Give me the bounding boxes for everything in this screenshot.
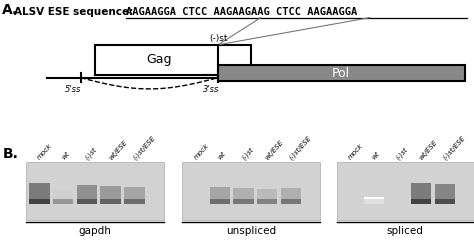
Bar bbox=[100, 186, 121, 200]
Bar bbox=[29, 199, 50, 204]
Bar bbox=[210, 187, 230, 200]
Bar bbox=[29, 183, 50, 200]
Bar bbox=[233, 187, 254, 200]
Text: gapdh: gapdh bbox=[78, 226, 111, 236]
Bar bbox=[53, 190, 73, 200]
Bar bbox=[233, 199, 254, 204]
Text: (-)st: (-)st bbox=[209, 34, 228, 43]
Bar bbox=[124, 199, 145, 204]
Text: wt/ESE: wt/ESE bbox=[418, 139, 439, 161]
Bar bbox=[435, 184, 455, 200]
Text: wt/ESE: wt/ESE bbox=[264, 139, 285, 161]
Text: (-)st/ESE: (-)st/ESE bbox=[442, 134, 467, 161]
Text: wt: wt bbox=[217, 150, 227, 161]
Bar bbox=[77, 185, 97, 200]
Bar bbox=[364, 199, 384, 204]
Bar bbox=[411, 183, 431, 200]
Text: Pol: Pol bbox=[332, 67, 350, 80]
Text: (-)st: (-)st bbox=[394, 145, 409, 161]
Text: B.: B. bbox=[2, 146, 18, 161]
Text: (-)st: (-)st bbox=[240, 145, 255, 161]
Text: 3'ss: 3'ss bbox=[203, 85, 219, 94]
Bar bbox=[182, 162, 320, 220]
Text: mock: mock bbox=[193, 142, 210, 161]
Text: mock: mock bbox=[36, 142, 54, 161]
Bar bbox=[26, 162, 164, 220]
Text: unspliced: unspliced bbox=[226, 226, 276, 236]
Bar bbox=[281, 187, 301, 200]
Bar bbox=[95, 45, 251, 75]
Text: wt: wt bbox=[60, 150, 70, 161]
Bar bbox=[281, 199, 301, 204]
Bar bbox=[100, 199, 121, 204]
Text: AAGAAGGA CTCC AAGAAGAAG CTCC AAGAAGGA: AAGAAGGA CTCC AAGAAGAAG CTCC AAGAAGGA bbox=[126, 7, 357, 17]
Text: 5'ss: 5'ss bbox=[65, 85, 82, 94]
Bar bbox=[257, 188, 277, 200]
Text: (-)st/ESE: (-)st/ESE bbox=[288, 134, 313, 161]
Bar bbox=[411, 199, 431, 204]
Text: (-)st/ESE: (-)st/ESE bbox=[131, 134, 156, 161]
Text: ALSV ESE sequence:: ALSV ESE sequence: bbox=[14, 7, 134, 17]
Text: (-)st: (-)st bbox=[84, 145, 99, 161]
Bar bbox=[77, 199, 97, 204]
Bar bbox=[218, 65, 465, 81]
Bar bbox=[53, 199, 73, 204]
Bar bbox=[210, 199, 230, 204]
Bar bbox=[364, 197, 384, 200]
Text: A.: A. bbox=[2, 3, 18, 17]
Text: mock: mock bbox=[347, 142, 364, 161]
Bar bbox=[435, 199, 455, 204]
Bar bbox=[257, 199, 277, 204]
Text: spliced: spliced bbox=[387, 226, 424, 236]
Text: wt: wt bbox=[371, 150, 381, 161]
Bar bbox=[124, 187, 145, 200]
Text: Gag: Gag bbox=[146, 53, 172, 66]
Bar bbox=[337, 162, 474, 220]
Text: wt/ESE: wt/ESE bbox=[108, 139, 128, 161]
